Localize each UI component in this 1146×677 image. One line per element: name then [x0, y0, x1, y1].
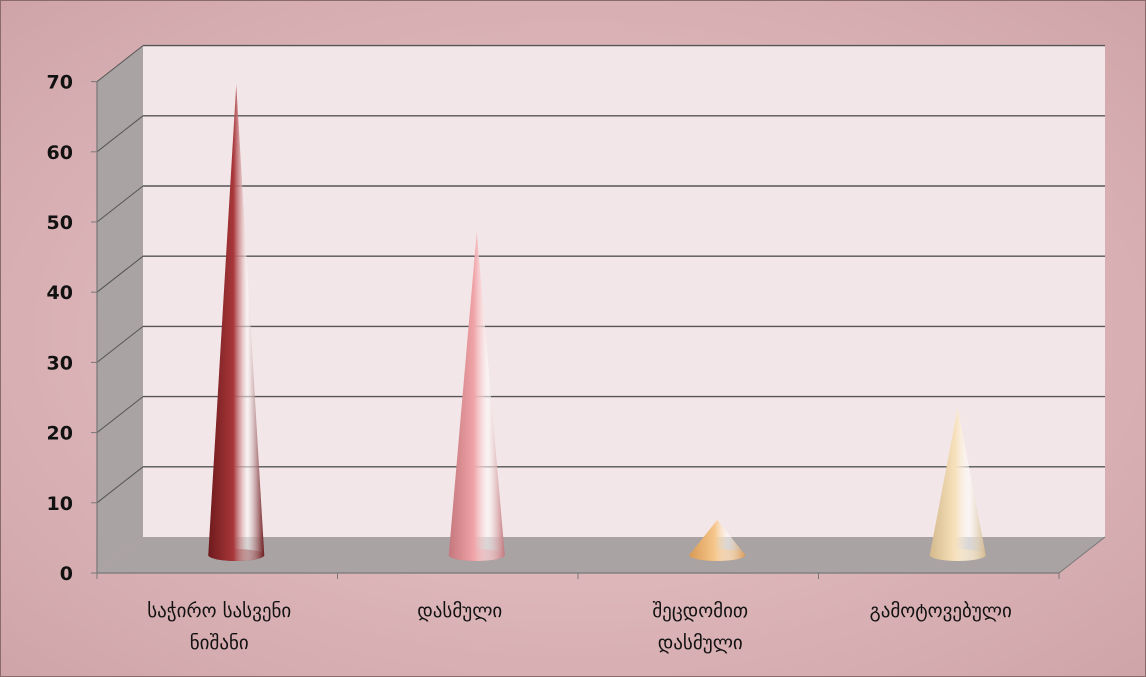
side-wall — [97, 45, 143, 574]
y-tick-label: 20 — [47, 423, 73, 445]
y-axis: 0 10 20 30 40 50 60 70 — [47, 72, 98, 585]
cone-bar — [689, 519, 746, 561]
gridline-side — [96, 396, 144, 433]
y-tick-label: 10 — [47, 493, 73, 515]
floor-edge — [1058, 536, 1106, 574]
floor — [97, 537, 1105, 573]
chart-walls — [97, 45, 1105, 574]
gridline-side — [96, 466, 144, 504]
x-category-label: გამოტოვებული — [870, 600, 1012, 622]
cone-bar — [929, 407, 986, 561]
x-category-label: შეცდომით დასმული — [652, 600, 748, 654]
cone-bar — [448, 232, 505, 561]
back-wall — [143, 45, 1105, 537]
cone-bar — [208, 84, 265, 561]
gridline-side — [96, 45, 144, 82]
gridline-side — [96, 115, 144, 153]
gridline-side — [96, 326, 144, 363]
y-tick-label: 40 — [47, 282, 73, 304]
gridlines — [96, 44, 1105, 504]
gridline-side — [96, 255, 144, 293]
y-tick-label: 0 — [60, 563, 73, 585]
gridline-side — [96, 185, 144, 223]
cone-body — [448, 232, 505, 561]
cone-body — [208, 84, 265, 561]
x-axis: საჭირო სასვენი ნიშანი დასმული შეცდომით დასმუ… — [96, 536, 1106, 654]
cone-body — [689, 519, 746, 561]
y-tick-label: 30 — [47, 352, 73, 374]
x-category-label: საჭირო სასვენი ნიშანი — [147, 600, 291, 654]
y-tick-label: 60 — [47, 142, 73, 164]
y-tick-label: 70 — [47, 72, 73, 94]
x-category-label: დასმული — [417, 600, 502, 622]
cones — [208, 84, 986, 561]
y-tick-label: 50 — [47, 212, 73, 234]
cone-body — [929, 407, 986, 561]
